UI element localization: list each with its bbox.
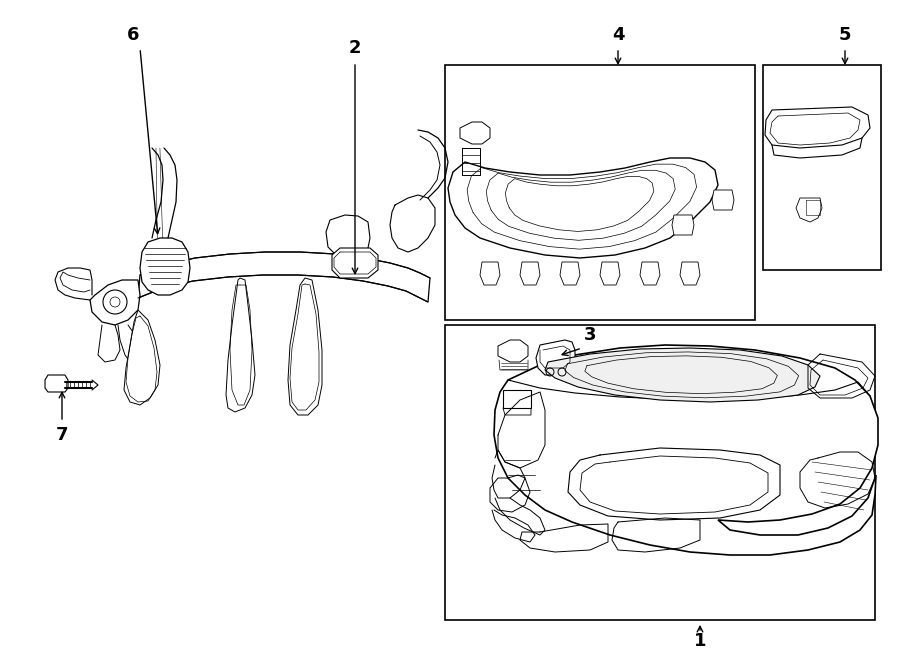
Polygon shape: [536, 340, 575, 375]
Polygon shape: [288, 278, 322, 415]
Polygon shape: [124, 310, 160, 405]
Text: 3: 3: [584, 326, 596, 344]
Text: 4: 4: [612, 26, 625, 44]
Polygon shape: [600, 262, 620, 285]
Polygon shape: [138, 252, 430, 302]
Text: 7: 7: [56, 426, 68, 444]
Polygon shape: [480, 262, 500, 285]
Polygon shape: [712, 190, 734, 210]
Polygon shape: [672, 215, 694, 235]
Polygon shape: [226, 278, 255, 412]
Text: 2: 2: [349, 39, 361, 57]
Polygon shape: [560, 262, 580, 285]
Bar: [503, 390, 531, 408]
Polygon shape: [140, 238, 190, 295]
Polygon shape: [796, 198, 822, 222]
Polygon shape: [45, 375, 68, 392]
Polygon shape: [498, 340, 528, 362]
Polygon shape: [460, 122, 490, 144]
Bar: [445, 65, 755, 320]
Polygon shape: [545, 348, 820, 402]
Polygon shape: [326, 215, 370, 255]
Text: 6: 6: [127, 26, 140, 44]
Text: 5: 5: [839, 26, 851, 44]
Bar: [763, 65, 881, 270]
Polygon shape: [640, 262, 660, 285]
Polygon shape: [448, 158, 718, 258]
Polygon shape: [520, 262, 540, 285]
Polygon shape: [494, 345, 878, 555]
Polygon shape: [332, 248, 378, 278]
Polygon shape: [765, 107, 870, 148]
Text: 1: 1: [694, 632, 706, 650]
Bar: [445, 325, 875, 620]
Polygon shape: [90, 280, 140, 325]
Polygon shape: [680, 262, 700, 285]
